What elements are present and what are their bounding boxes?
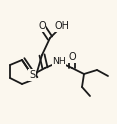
Text: O: O [68,52,76,62]
Text: OH: OH [55,21,69,31]
Text: O: O [38,21,46,31]
Text: NH: NH [52,58,66,66]
Text: S: S [29,70,35,80]
